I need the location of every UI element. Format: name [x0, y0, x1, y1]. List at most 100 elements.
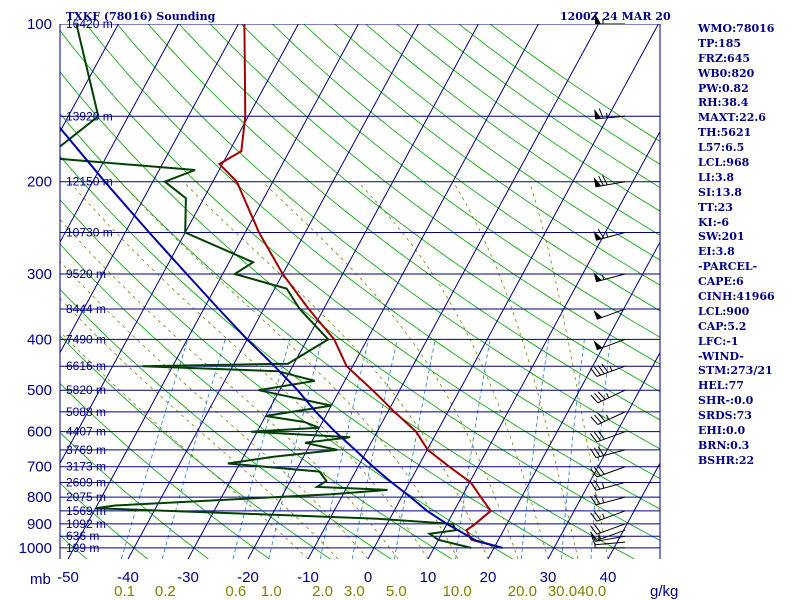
height-label: 3769 m: [66, 443, 106, 457]
mixing-ratio-tick-label: 1.0: [261, 583, 282, 600]
wind-barb: [590, 430, 626, 443]
mixing-ratio-tick-label: 0.2: [155, 583, 176, 600]
dry-adiabat: [60, 382, 270, 559]
isobars: [60, 24, 660, 549]
wind-barb: [590, 480, 626, 491]
mixing-ratio-tick-label: 0.1: [114, 583, 135, 600]
height-label: 5088 m: [66, 405, 106, 419]
pressure-tick-label: 100: [27, 16, 52, 33]
wind-barbs: [590, 14, 626, 549]
sounding-time: 1200Z 24 MAR 20: [560, 10, 671, 23]
wind-barb: [590, 529, 626, 541]
height-label: 5820 m: [66, 383, 106, 397]
mixing-ratio-tick-label: 40.0: [577, 583, 606, 600]
stability-index: STM:273/21: [698, 364, 773, 378]
dry-adiabat: [60, 243, 453, 559]
mixing-ratio-line: [319, 339, 369, 559]
stability-index: WB0:820: [698, 66, 755, 80]
temperature-tick-label: 10: [420, 569, 437, 586]
height-label: 7490 m: [66, 332, 106, 346]
stability-index: PW:0.82: [698, 81, 749, 95]
temperature-tick-label: -10: [297, 569, 319, 586]
mixing-ratio-line: [520, 339, 549, 559]
mixing-ratio-tick-label: 10.0: [443, 583, 472, 600]
dry-adiabat: [147, 24, 660, 421]
stability-index: LCL:900: [698, 304, 750, 318]
dry-adiabat: [60, 155, 574, 559]
isotherm-line: [367, 24, 659, 559]
height-label: 13920 m: [66, 109, 113, 123]
pressure-tick-label: 700: [27, 459, 52, 476]
wind-barb: [590, 411, 626, 426]
height-label: 10730 m: [66, 225, 113, 239]
dry-adiabat: [178, 24, 660, 393]
wind-barb: [593, 229, 626, 241]
height-label: 8444 m: [66, 302, 106, 316]
wind-barb: [590, 465, 626, 478]
height-label: 16420 m: [66, 17, 113, 31]
height-label: 636 m: [66, 529, 99, 543]
wind-barb: [593, 338, 626, 351]
moist-adiabat: [69, 181, 429, 559]
isotherm-line: [187, 24, 479, 559]
stability-index: CAP:5.2: [698, 319, 747, 333]
dry-adiabat: [60, 29, 660, 510]
isotherm-line: [67, 24, 359, 559]
dry-adiabat: [334, 24, 660, 261]
dry-adiabat: [241, 24, 660, 338]
pressure-tick-label: 1000: [19, 540, 52, 557]
temperature-tick-label: -50: [57, 569, 79, 586]
wind-barb: [590, 534, 626, 546]
isotherm-line: [60, 24, 239, 354]
wind-barb: [590, 523, 626, 535]
temperature-tick-label: 40: [600, 569, 617, 586]
sounding-series: [60, 24, 503, 549]
mixing-ratio-line: [394, 339, 436, 559]
isotherm-line: [427, 130, 660, 559]
dry-adiabat: [60, 432, 209, 559]
pressure-tick-label: 900: [27, 516, 52, 533]
temperature-tick-label: -30: [177, 569, 199, 586]
dry-adiabat: [272, 24, 660, 312]
pressure-tick-label: 300: [27, 266, 52, 283]
mixing-ratio-line: [351, 339, 398, 559]
isotherm-line: [307, 24, 599, 559]
stability-index: SW:201: [698, 230, 745, 244]
mixing-ratio-line: [561, 339, 585, 559]
mixing-ratio-tick-label: 0.6: [225, 583, 246, 600]
mixing-ratio-tick-label: 2.0: [312, 583, 333, 600]
pressure-tick-label: 200: [27, 174, 52, 191]
temperature-tick-label: -40: [117, 569, 139, 586]
mixing-ratio-line: [268, 339, 323, 559]
height-labels: 16420 m 13920 m 12150 m 10730 m 9520 m 8444 m…: [66, 17, 113, 555]
station-title: TXKF (78016) Sounding: [66, 10, 216, 23]
dewpoint-profile-line: [60, 24, 472, 549]
dry-adiabat: [60, 71, 660, 541]
pressure-tick-label: 800: [27, 489, 52, 506]
mixing-ratio-unit-label: g/kg: [650, 583, 678, 600]
stability-index: SI:13.8: [698, 185, 742, 199]
wind-barb: [593, 175, 626, 188]
stability-index: KI:-6: [698, 215, 729, 229]
stability-index: EHI:0.0: [698, 424, 746, 438]
stability-index: SHR-:0.0: [698, 394, 754, 408]
moist-adiabat: [357, 181, 549, 559]
moist-adiabat: [452, 181, 579, 559]
pressure-tick-label: 600: [27, 424, 52, 441]
mixing-ratio-axis-labels: 0.1 0.2 0.6 1.0 2.0 3.0 5.0 10.0 20.0 30.0 40.0: [114, 583, 606, 600]
moist-adiabat: [60, 260, 369, 559]
temperature-axis-labels: -50 -40 -30 -20 -10 0 10 20 30 40: [57, 569, 616, 586]
dry-adiabat: [303, 24, 660, 286]
pressure-tick-label: 500: [27, 382, 52, 399]
pressure-unit-label: mb: [30, 571, 51, 588]
height-label: 4407 m: [66, 425, 106, 439]
stability-index: FRZ:645: [698, 51, 751, 65]
wind-barb: [590, 510, 626, 522]
dry-adiabat: [60, 482, 148, 559]
stability-index: EI:3.8: [698, 245, 735, 259]
height-label: 1569 m: [66, 504, 106, 518]
wind-barb: [594, 108, 626, 120]
stability-index: BRN:0.3: [698, 438, 750, 452]
temperature-tick-label: 30: [540, 569, 557, 586]
